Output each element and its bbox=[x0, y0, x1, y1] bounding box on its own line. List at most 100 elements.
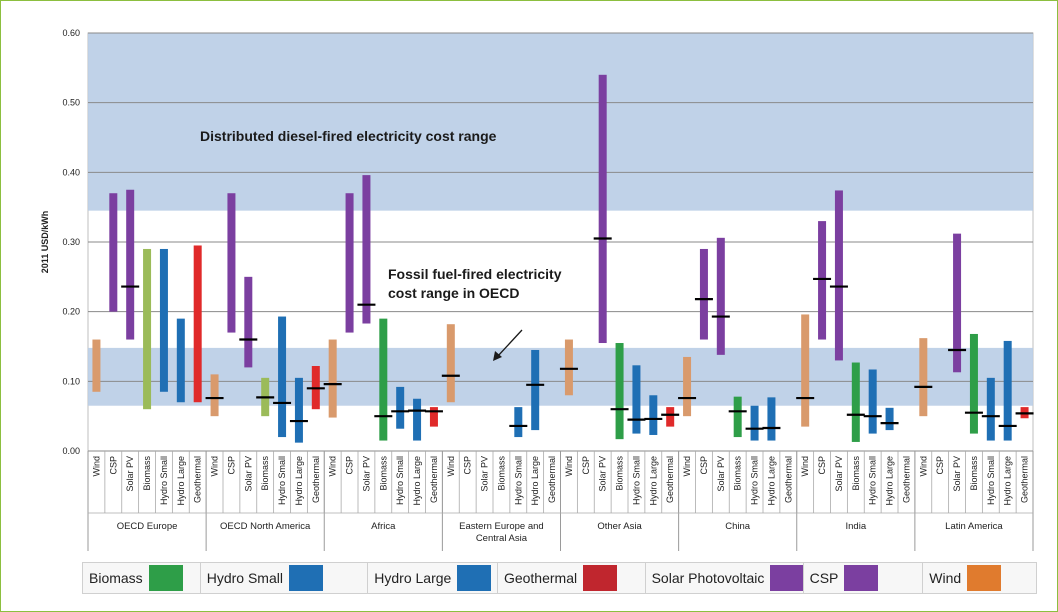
range-bar bbox=[126, 189, 135, 340]
range-bar bbox=[294, 377, 303, 443]
range-bar bbox=[244, 276, 253, 368]
tech-label: CSP bbox=[345, 456, 355, 475]
range-bar bbox=[615, 343, 624, 440]
range-bar bbox=[851, 362, 860, 442]
legend-item: CSP bbox=[804, 563, 924, 593]
range-bar bbox=[632, 365, 641, 434]
tech-label: Geothermal bbox=[429, 456, 439, 503]
tech-label: Solar PV bbox=[243, 456, 253, 492]
tech-label: Hydro Large bbox=[176, 456, 186, 506]
range-bar bbox=[733, 396, 742, 438]
region-label: OECD Europe bbox=[117, 521, 178, 532]
y-tick-label: 0.20 bbox=[62, 307, 80, 317]
range-bar bbox=[362, 175, 371, 324]
range-bar bbox=[666, 407, 675, 427]
tech-label: Wind bbox=[328, 456, 338, 477]
tech-label: Solar PV bbox=[716, 456, 726, 492]
tech-label: CSP bbox=[817, 456, 827, 475]
tech-label: Biomass bbox=[496, 456, 506, 491]
tech-label: Biomass bbox=[142, 456, 152, 491]
tech-label: CSP bbox=[226, 456, 236, 475]
legend-item: Solar Photovoltaic bbox=[646, 563, 804, 593]
range-bar bbox=[699, 248, 708, 340]
tech-label: Hydro Large bbox=[530, 456, 540, 506]
region-label: Central Asia bbox=[476, 533, 528, 544]
region-label: Other Asia bbox=[597, 521, 642, 532]
range-bar bbox=[193, 245, 202, 403]
y-tick-label: 0.40 bbox=[62, 167, 80, 177]
legend-item: Biomass bbox=[83, 563, 201, 593]
tech-label: Hydro Large bbox=[885, 456, 895, 506]
tech-label: Geothermal bbox=[1020, 456, 1030, 503]
tech-label: Hydro Small bbox=[868, 456, 878, 505]
range-bar bbox=[750, 405, 759, 441]
range-bar bbox=[598, 74, 607, 344]
range-bar bbox=[986, 377, 995, 441]
range-bar bbox=[109, 193, 118, 312]
tech-label: CSP bbox=[581, 456, 591, 475]
legend: Biomass Hydro Small Hydro Large Geothermal S… bbox=[82, 562, 1037, 594]
range-bar bbox=[92, 339, 101, 392]
tech-label: Hydro Large bbox=[648, 456, 658, 506]
region-label: Latin America bbox=[945, 521, 1003, 532]
annotations: Distributed diesel-fired electricity cos… bbox=[200, 128, 562, 361]
legend-item: Wind bbox=[923, 563, 1036, 593]
legend-label: Hydro Large bbox=[374, 570, 452, 586]
tech-label: Biomass bbox=[969, 456, 979, 491]
tech-label: Hydro Large bbox=[412, 456, 422, 506]
cost-band-1 bbox=[88, 347, 1033, 406]
arrow-head bbox=[493, 351, 502, 361]
y-tick-label: 0.10 bbox=[62, 376, 80, 386]
tech-label: Solar PV bbox=[125, 456, 135, 492]
range-bar bbox=[345, 193, 354, 333]
range-bar bbox=[683, 356, 692, 417]
tech-label: Wind bbox=[446, 456, 456, 477]
tech-label: Hydro Small bbox=[986, 456, 996, 505]
range-bar bbox=[328, 339, 337, 418]
legend-swatch bbox=[288, 565, 323, 591]
y-tick-label: 0.30 bbox=[62, 237, 80, 247]
legend-swatch bbox=[967, 565, 1002, 591]
legend-item: Geothermal bbox=[498, 563, 646, 593]
legend-label: Hydro Small bbox=[206, 570, 283, 586]
tech-label: Wind bbox=[564, 456, 574, 477]
tech-label: CSP bbox=[463, 456, 473, 475]
range-chart: 0.00 0.10 0.20 0.30 0.40 0.50 0.60 2011 USD/kWh… bbox=[40, 28, 1034, 551]
range-bar bbox=[531, 349, 540, 431]
tech-label: Wind bbox=[682, 456, 692, 477]
tech-label: Hydro Large bbox=[1003, 456, 1013, 506]
legend-swatch bbox=[148, 565, 183, 591]
tech-label: Solar PV bbox=[952, 456, 962, 492]
range-bar bbox=[834, 190, 843, 361]
tech-label: Solar PV bbox=[480, 456, 490, 492]
range-bar bbox=[413, 398, 422, 441]
range-bar bbox=[176, 318, 185, 403]
range-bar bbox=[649, 395, 658, 435]
range-bar bbox=[396, 386, 405, 429]
tech-label: Geothermal bbox=[901, 456, 911, 503]
tech-label: Wind bbox=[91, 456, 101, 477]
tech-label: Biomass bbox=[733, 456, 743, 491]
y-tick-label: 0.60 bbox=[62, 28, 80, 38]
tech-label: Hydro Small bbox=[513, 456, 523, 505]
range-bar bbox=[227, 193, 236, 333]
range-bar bbox=[210, 374, 219, 417]
range-bar bbox=[278, 316, 287, 438]
legend-swatch bbox=[844, 565, 879, 591]
range-bar bbox=[716, 237, 725, 355]
tech-label: Hydro Small bbox=[159, 456, 169, 505]
y-tick-label: 0.00 bbox=[62, 446, 80, 456]
range-bar bbox=[953, 233, 962, 373]
tech-label: Biomass bbox=[260, 456, 270, 491]
tech-label: Hydro Small bbox=[750, 456, 760, 505]
tech-label: CSP bbox=[935, 456, 945, 475]
tech-label: Hydro Large bbox=[766, 456, 776, 506]
legend-swatch bbox=[457, 565, 492, 591]
range-bar bbox=[446, 324, 455, 403]
tech-label: CSP bbox=[699, 456, 709, 475]
region-label: India bbox=[846, 521, 867, 532]
annotation-arrow bbox=[496, 329, 523, 358]
tech-label: Geothermal bbox=[193, 456, 203, 503]
tech-label: Biomass bbox=[615, 456, 625, 491]
tech-label: CSP bbox=[108, 456, 118, 475]
